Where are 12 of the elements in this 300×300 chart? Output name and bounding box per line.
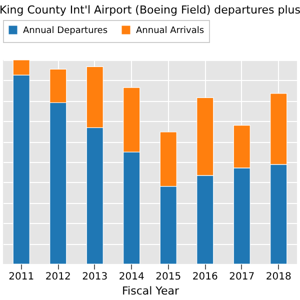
chart-title: King County Int'l Airport (Boeing Field) departures plus [0, 4, 300, 16]
x-tick-label: 2012 [45, 272, 71, 282]
x-tick-label: 2018 [266, 272, 292, 282]
x-tick-label: 2013 [82, 272, 108, 282]
x-tick-label: 2014 [118, 272, 144, 282]
x-tick-label: 2017 [229, 272, 255, 282]
x-tick-label: 2016 [192, 272, 218, 282]
legend-label: Annual Arrivals [136, 26, 204, 36]
legend-label: Annual Departures [23, 26, 108, 36]
x-tick-label: 2015 [156, 272, 182, 282]
x-axis-title: Fiscal Year [122, 284, 180, 298]
x-tick-label: 2011 [8, 272, 34, 282]
